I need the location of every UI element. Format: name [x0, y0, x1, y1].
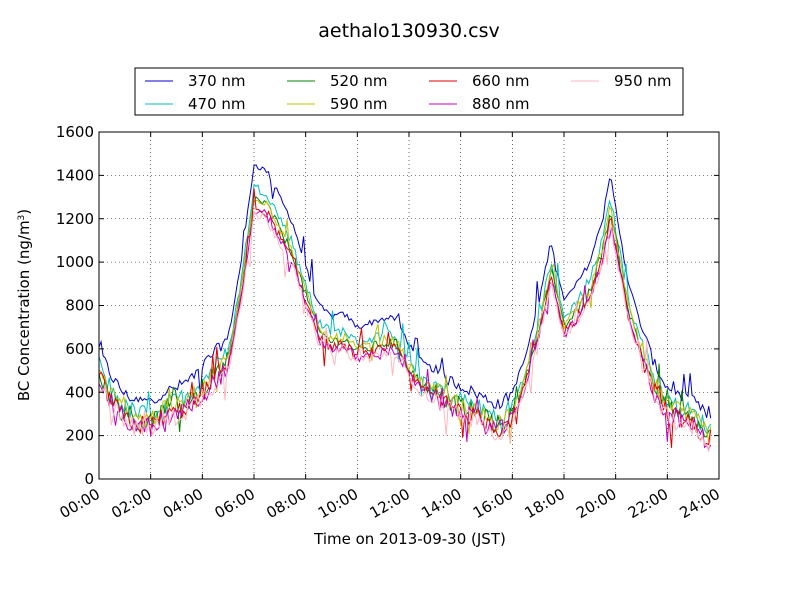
- y-tick-label: 1400: [56, 166, 94, 184]
- y-tick-label: 800: [65, 297, 94, 315]
- legend-label: 520 nm: [330, 72, 388, 90]
- series-line: [98, 199, 712, 444]
- y-tick-label: 1000: [56, 253, 94, 271]
- y-tick-label: 200: [65, 427, 94, 445]
- y-axis: 0 200 400 600 800 1000 1200 1400 1600: [56, 123, 719, 488]
- y-tick-label: 1200: [56, 210, 94, 228]
- x-tick-label: 12:00: [367, 485, 413, 522]
- legend-box: [134, 67, 684, 116]
- legend-label: 660 nm: [472, 72, 530, 90]
- legend: 370 nm 470 nm 520 nm 590 nm 660 nm 880 nm 950 …: [134, 67, 684, 116]
- legend-label: 590 nm: [330, 95, 388, 113]
- x-tick-label: 10:00: [315, 485, 361, 522]
- series-line: [98, 164, 712, 419]
- x-axis: 00:00 02:00 04:00 06:00 08:00 10:00 12:00 14:00…: [57, 132, 723, 522]
- x-tick-label: 24:00: [677, 485, 723, 522]
- legend-label: 880 nm: [472, 95, 530, 113]
- series-line: [98, 212, 712, 452]
- series-line: [98, 183, 712, 435]
- y-tick-label: 400: [65, 383, 94, 401]
- series-line: [98, 196, 711, 438]
- x-axis-label: Time on 2013-09-30 (JST): [313, 530, 506, 548]
- legend-label: 370 nm: [188, 72, 246, 90]
- y-tick-label: 600: [65, 340, 94, 358]
- x-tick-label: 22:00: [625, 485, 671, 522]
- legend-label: 950 nm: [614, 72, 672, 90]
- x-tick-label: 06:00: [212, 485, 258, 522]
- y-tick-label: 1600: [56, 123, 94, 141]
- legend-label: 470 nm: [188, 95, 246, 113]
- x-tick-label: 14:00: [418, 485, 464, 522]
- x-tick-label: 00:00: [57, 485, 103, 522]
- y-tick-label: 0: [84, 470, 94, 488]
- y-axis-label: BC Concentration (ng/m3): [15, 209, 33, 401]
- series-lines: [98, 164, 712, 452]
- x-tick-label: 16:00: [470, 485, 516, 522]
- x-tick-label: 04:00: [160, 485, 206, 522]
- x-tick-label: 02:00: [108, 485, 154, 522]
- chart-title: aethalo130930.csv: [318, 20, 500, 42]
- x-tick-label: 08:00: [263, 485, 309, 522]
- x-tick-label: 18:00: [522, 485, 568, 522]
- x-tick-label: 20:00: [573, 485, 619, 522]
